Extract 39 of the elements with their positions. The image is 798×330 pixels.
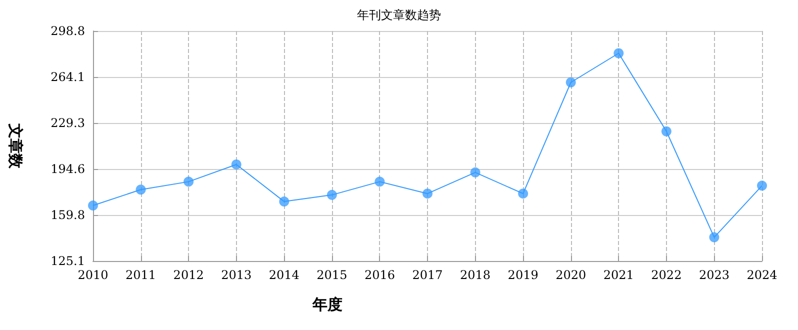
point xyxy=(88,200,98,211)
x-tick-label: 2012 xyxy=(173,268,204,282)
x-tick-label: 2015 xyxy=(316,268,348,282)
x-tick-label: 2017 xyxy=(412,268,443,282)
point xyxy=(279,196,290,207)
y-tick-label: 194.6 xyxy=(50,162,85,176)
chart-title: 年刊文章数趋势 xyxy=(357,8,441,22)
x-tick-label: 2018 xyxy=(460,268,491,282)
x-tick-label: 2016 xyxy=(364,268,395,282)
point xyxy=(614,48,624,58)
x-tick-label: 2014 xyxy=(268,268,300,282)
point xyxy=(709,232,720,242)
x-tick-label: 2022 xyxy=(651,268,682,282)
point xyxy=(231,159,242,170)
x-tick-label: 2010 xyxy=(78,268,108,282)
point xyxy=(374,176,385,187)
y-tick-label: 125.1 xyxy=(50,254,85,268)
x-tick-label: 2020 xyxy=(556,268,586,282)
point xyxy=(518,188,528,199)
x-axis-title: 年度 xyxy=(312,296,342,314)
point xyxy=(136,184,146,195)
point xyxy=(470,167,480,178)
x-tick-label: 2019 xyxy=(508,268,538,282)
point xyxy=(326,190,337,200)
y-tick-label: 229.3 xyxy=(50,116,85,130)
x-tick-label: 2013 xyxy=(221,268,252,282)
x-tick-label: 2024 xyxy=(746,268,778,282)
point xyxy=(422,188,432,199)
point xyxy=(757,180,767,191)
y-tick-label: 159.8 xyxy=(50,208,85,222)
x-tick-label: 2023 xyxy=(698,268,730,282)
x-tick-label: 2021 xyxy=(603,268,634,282)
point xyxy=(184,176,194,187)
y-tick-label: 264.1 xyxy=(50,70,85,84)
y-axis-title: 文章数 xyxy=(6,122,24,170)
y-tick-label: 298.8 xyxy=(50,24,85,38)
x-tick-label: 2011 xyxy=(126,268,156,282)
point xyxy=(566,77,576,88)
point xyxy=(661,126,672,136)
